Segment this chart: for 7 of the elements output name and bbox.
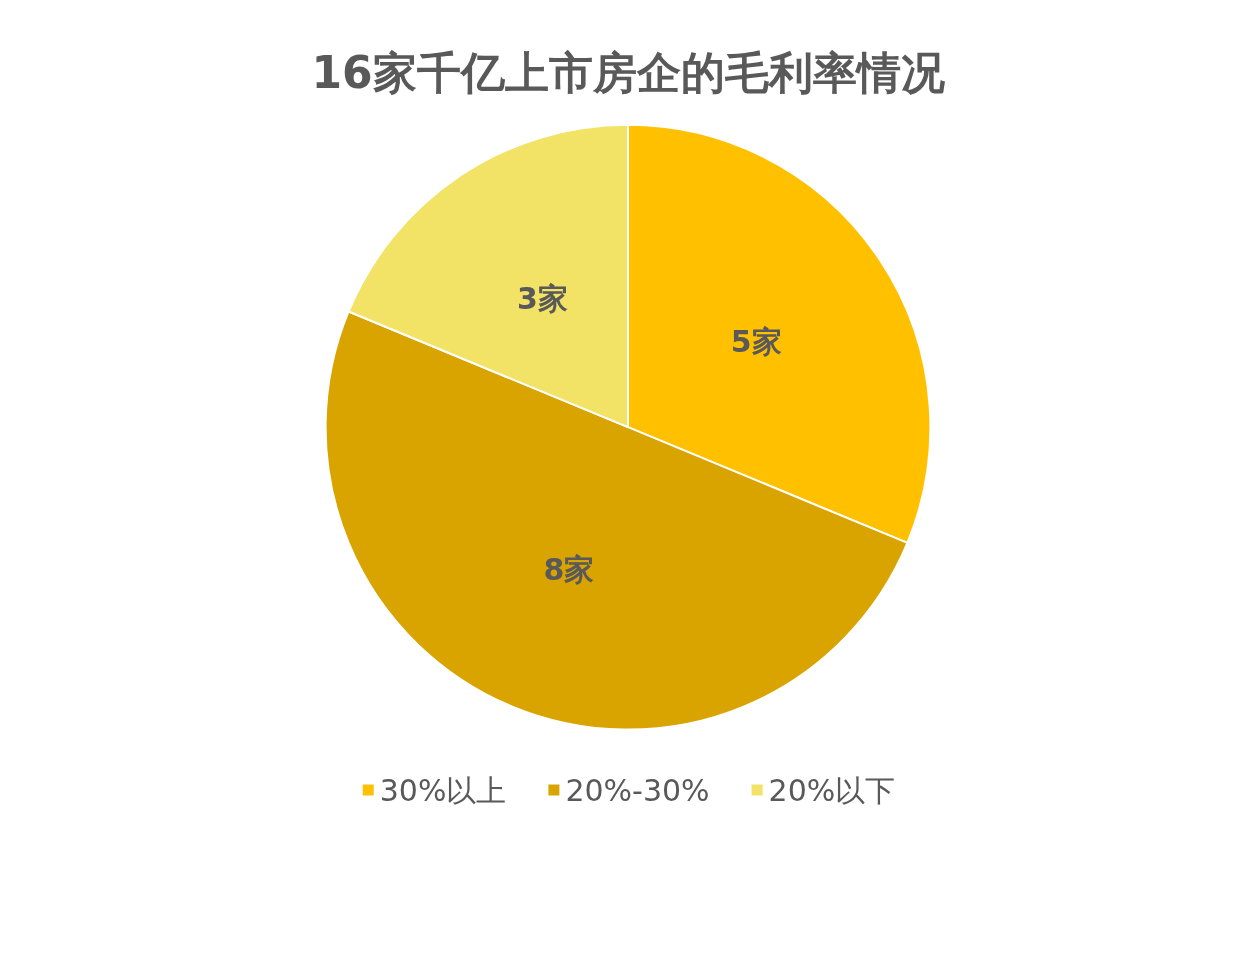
data-label: 3家 <box>516 281 568 317</box>
legend-label: 30%以上 <box>379 772 507 808</box>
data-label: 5家 <box>730 324 782 360</box>
legend-label: 20%-30% <box>565 772 710 808</box>
chart-title: 16家千亿上市房企的毛利率情况 <box>311 46 945 98</box>
data-label: 8家 <box>543 552 595 588</box>
legend-label: 20%以下 <box>768 772 896 808</box>
